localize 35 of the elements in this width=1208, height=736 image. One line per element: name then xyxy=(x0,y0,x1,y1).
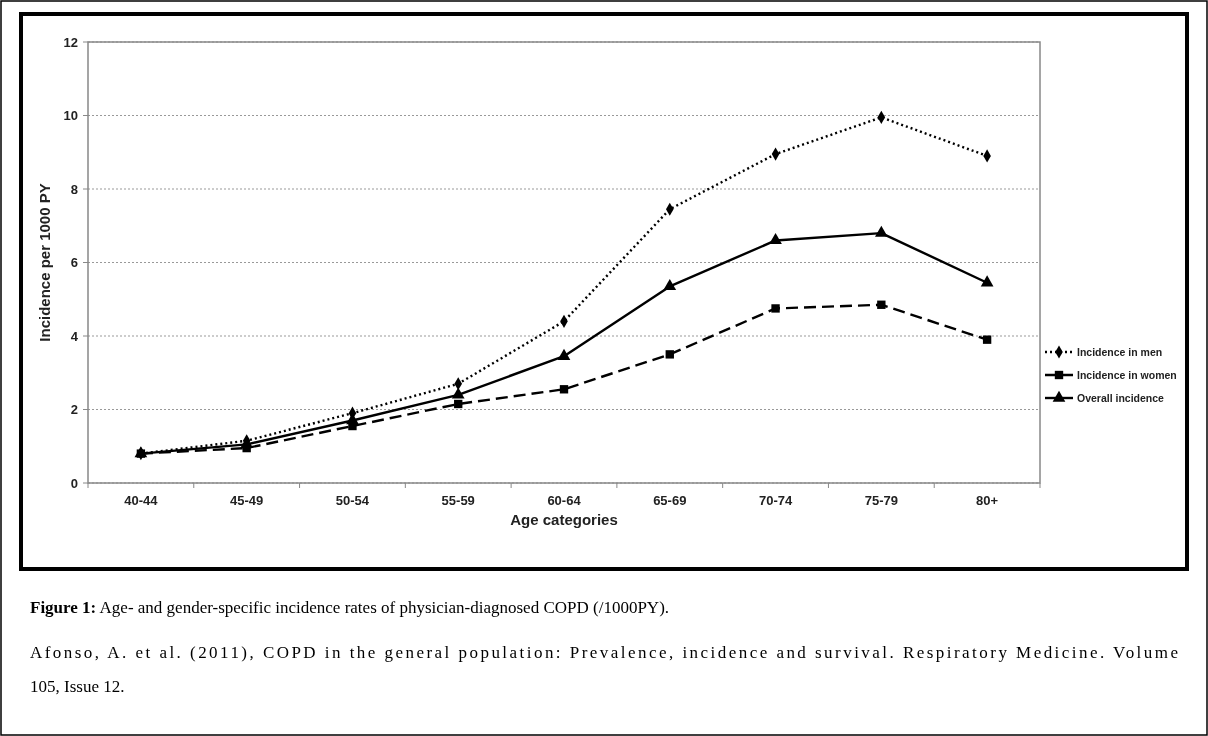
point xyxy=(451,387,465,399)
point xyxy=(771,304,780,313)
y-tick-label: 4 xyxy=(70,328,79,344)
point xyxy=(769,233,782,245)
point xyxy=(557,348,571,360)
x-tick-label: 55-59 xyxy=(441,493,475,508)
y-axis-title: Incidence per 1000 PY xyxy=(36,183,53,342)
text: Figure 1: Age- and gender-specific incidence rates of physician-diagnosed COPD (/1000PY). xyxy=(30,598,670,617)
y-tick-label: 10 xyxy=(63,108,78,124)
y-tick-label: 2 xyxy=(70,402,78,418)
point xyxy=(454,399,463,409)
x-tick-label: 45-49 xyxy=(230,493,264,508)
point xyxy=(877,300,886,309)
text: Afonso, A. et al. (2011), COPD in the general population: Prevalence, incidence and survival. Respiratory Medicine. Volume 105, Issue 12. xyxy=(30,643,1178,696)
x-tick-label: 75-79 xyxy=(864,493,898,508)
point xyxy=(874,225,888,237)
point xyxy=(665,350,674,359)
y-tick-label: 12 xyxy=(63,34,78,50)
x-axis-title: Age categories xyxy=(510,511,618,528)
x-tick-label: 70-74 xyxy=(758,493,793,508)
x-tick-label: 50-54 xyxy=(335,493,370,508)
point xyxy=(559,385,569,394)
legend-label: Incidence in women xyxy=(1077,368,1177,381)
x-tick-label: 80+ xyxy=(976,493,999,508)
legend-label: Incidence in men xyxy=(1077,345,1163,358)
point xyxy=(982,335,992,344)
x-tick-label: 40-44 xyxy=(124,493,159,508)
y-tick-label: 6 xyxy=(70,255,78,271)
x-tick-label: 65-69 xyxy=(653,493,687,508)
point xyxy=(980,275,994,287)
x-tick-label: 60-64 xyxy=(547,493,582,508)
point xyxy=(663,279,677,291)
legend-label: Overall incidence xyxy=(1077,391,1165,404)
y-tick-label: 8 xyxy=(70,181,78,197)
y-tick-label: 0 xyxy=(70,475,78,491)
